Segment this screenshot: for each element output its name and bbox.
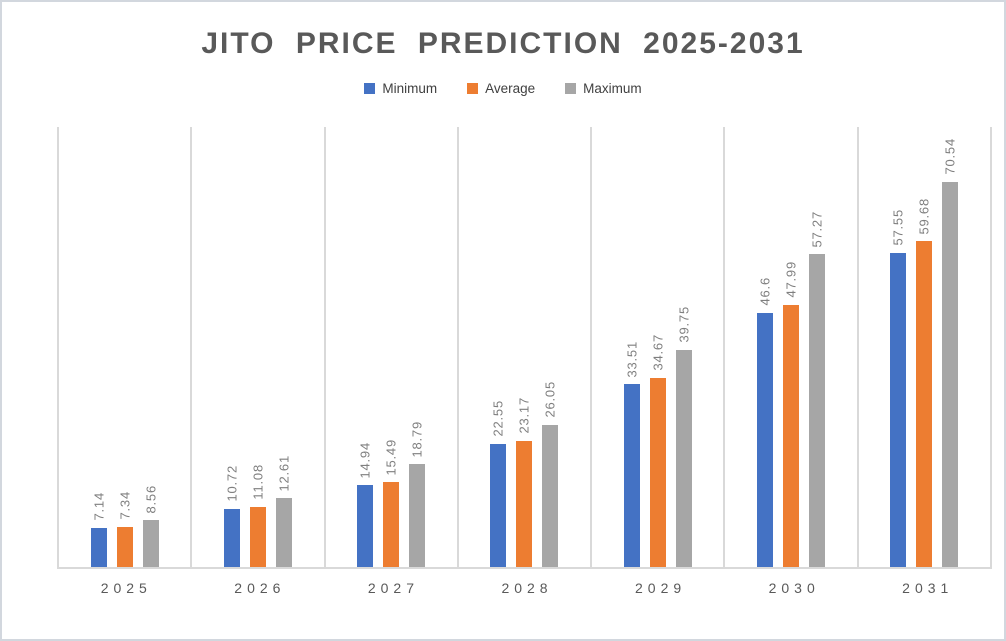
data-label-minimum-2028: 22.55 xyxy=(490,400,506,437)
data-label-average-2026: 11.08 xyxy=(250,463,266,500)
category-group-2025: 7.14 7.34 8.56 xyxy=(57,127,190,567)
bar-minimum-2025: 7.14 xyxy=(90,492,107,567)
bar-average-2030: 47.99 xyxy=(783,261,800,567)
bar-maximum-2027: 18.79 xyxy=(409,421,426,567)
bar-maximum-2029: 39.75 xyxy=(675,306,692,567)
data-label-maximum-2028: 26.05 xyxy=(542,381,558,418)
legend-item-average[interactable]: Average xyxy=(467,81,535,96)
data-label-average-2025: 7.34 xyxy=(117,491,133,520)
data-label-maximum-2027: 18.79 xyxy=(409,420,425,458)
data-label-minimum-2029: 33.51 xyxy=(624,340,640,378)
x-axis-labels: 2025 2026 2027 2028 2029 2030 2031 xyxy=(57,580,992,596)
bar-minimum-2027: 14.94 xyxy=(357,442,374,567)
x-axis-label-2029: 2029 xyxy=(635,580,687,596)
data-label-maximum-2029: 39.75 xyxy=(676,306,692,343)
data-label-average-2027: 15.49 xyxy=(383,438,399,476)
bar-maximum-2030: 57.27 xyxy=(809,211,826,567)
bar-maximum-2025: 8.56 xyxy=(142,485,159,567)
x-axis-label-2028: 2028 xyxy=(501,580,553,596)
legend-swatch-maximum xyxy=(565,83,577,94)
legend-label: Minimum xyxy=(382,81,438,96)
chart-title: JITO PRICE PREDICTION 2025-2031 xyxy=(201,27,805,60)
x-axis-label-2025: 2025 xyxy=(100,580,152,596)
legend-swatch-minimum xyxy=(364,83,376,94)
category-group-2031: 57.55 59.68 70.54 xyxy=(856,127,992,567)
x-axis-label-2027: 2027 xyxy=(367,580,420,596)
legend-item-minimum[interactable]: Minimum xyxy=(364,81,437,96)
data-label-minimum-2031: 57.55 xyxy=(890,209,906,246)
data-label-minimum-2026: 10.72 xyxy=(224,464,240,502)
bar-average-2027: 15.49 xyxy=(383,439,400,567)
data-label-minimum-2030: 46.6 xyxy=(757,277,773,306)
data-label-average-2031: 59.68 xyxy=(916,197,932,235)
bar-average-2026: 11.08 xyxy=(249,464,266,567)
bar-minimum-2030: 46.6 xyxy=(757,277,774,567)
data-label-maximum-2025: 8.56 xyxy=(143,484,159,514)
category-group-2028: 22.55 23.17 26.05 xyxy=(456,127,590,567)
x-axis-label-2026: 2026 xyxy=(234,580,286,596)
data-label-average-2028: 23.17 xyxy=(516,396,532,434)
data-label-maximum-2026: 12.61 xyxy=(276,454,292,492)
bar-average-2028: 23.17 xyxy=(516,397,533,567)
data-label-minimum-2027: 14.94 xyxy=(357,441,373,479)
data-label-average-2029: 34.67 xyxy=(650,334,666,371)
category-group-2026: 10.72 11.08 12.61 xyxy=(190,127,323,567)
bar-average-2029: 34.67 xyxy=(649,334,666,567)
data-label-maximum-2030: 57.27 xyxy=(809,210,825,248)
bar-minimum-2028: 22.55 xyxy=(490,400,507,567)
legend-label: Average xyxy=(485,81,536,96)
bar-minimum-2029: 33.51 xyxy=(623,341,640,567)
bar-maximum-2026: 12.61 xyxy=(275,455,292,567)
bar-maximum-2028: 26.05 xyxy=(542,381,559,567)
plot-area: 7.14 7.34 8.56 10.72 11.08 12.61 14.94 15.49 18.… xyxy=(57,127,992,569)
legend-item-maximum[interactable]: Maximum xyxy=(565,81,642,96)
data-label-minimum-2025: 7.14 xyxy=(91,492,107,521)
data-label-average-2030: 47.99 xyxy=(783,261,799,298)
category-group-2027: 14.94 15.49 18.79 xyxy=(323,127,457,567)
bar-average-2025: 7.34 xyxy=(116,491,133,567)
bar-maximum-2031: 70.54 xyxy=(942,138,959,567)
data-label-maximum-2031: 70.54 xyxy=(942,138,958,175)
chart-legend: Minimum Average Maximum xyxy=(2,81,1004,96)
bar-average-2031: 59.68 xyxy=(916,198,933,567)
x-axis-label-2030: 2030 xyxy=(768,580,820,596)
bar-minimum-2031: 57.55 xyxy=(890,209,907,567)
category-group-2029: 33.51 34.67 39.75 xyxy=(590,127,723,567)
x-axis-label-2031: 2031 xyxy=(902,580,954,596)
legend-swatch-average xyxy=(467,83,479,94)
bar-minimum-2026: 10.72 xyxy=(223,465,240,567)
category-group-2030: 46.6 47.99 57.27 xyxy=(723,127,856,567)
legend-label: Maximum xyxy=(583,81,642,96)
